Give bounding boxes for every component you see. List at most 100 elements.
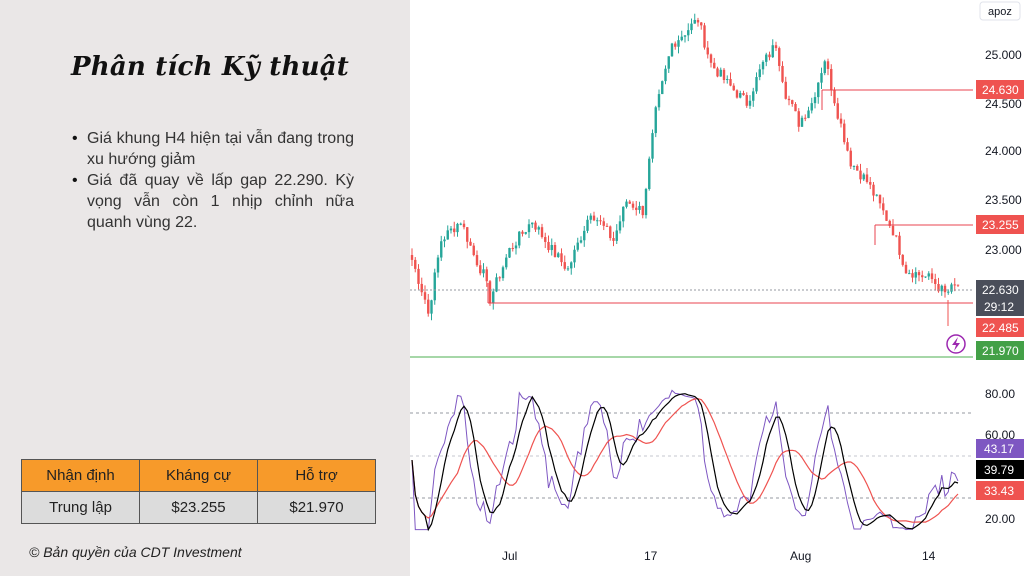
rsi-fast-label-bg <box>976 460 1024 479</box>
candle <box>826 61 830 69</box>
candle <box>778 48 781 66</box>
support-label-bg <box>976 341 1024 360</box>
candle <box>459 223 462 225</box>
candle <box>703 25 706 48</box>
candle <box>716 68 719 77</box>
cell-support: $21.970 <box>257 491 376 524</box>
candle <box>410 255 414 260</box>
candle <box>648 158 651 190</box>
candle <box>602 221 605 226</box>
candle <box>813 97 817 104</box>
candles-group <box>410 13 960 321</box>
candle <box>700 22 703 26</box>
rsi-line <box>411 389 959 531</box>
candle <box>732 85 735 91</box>
time-label: 17 <box>644 549 658 563</box>
candle <box>615 230 618 241</box>
time-label: Jul <box>502 549 517 563</box>
candle <box>794 104 797 112</box>
candle <box>612 238 615 241</box>
candle <box>664 68 667 82</box>
candle <box>726 79 729 81</box>
candle <box>901 254 904 265</box>
candle <box>817 82 820 98</box>
price-tick: 25.000 <box>985 48 1022 62</box>
table-header-row: Nhận định Kháng cự Hỗ trợ <box>21 459 376 492</box>
candle <box>667 56 670 69</box>
candle <box>592 215 596 221</box>
current-price-label-bg <box>976 280 1024 316</box>
candle <box>534 222 537 230</box>
candle <box>735 90 739 98</box>
candle <box>823 61 826 74</box>
candle <box>758 69 761 78</box>
candle <box>436 257 440 273</box>
candle <box>839 118 843 124</box>
candle <box>609 226 612 239</box>
candle <box>742 93 745 96</box>
rsi-fast-label: 39.79 <box>984 463 1014 477</box>
price-chart[interactable]: 25.000 24.500 24.000 23.500 23.000 apoz … <box>410 0 1024 576</box>
candle <box>706 47 709 55</box>
candle <box>875 194 878 196</box>
candle <box>752 91 755 101</box>
candle <box>852 165 856 167</box>
candle <box>683 35 687 37</box>
candle <box>511 247 514 249</box>
candle <box>618 221 622 231</box>
candle <box>430 300 433 314</box>
candle <box>596 220 599 222</box>
scale-label[interactable]: apoz <box>988 6 1012 18</box>
candle <box>865 174 869 182</box>
lightning-icon[interactable] <box>946 334 966 354</box>
rsi-value-label: 43.17 <box>984 442 1014 456</box>
candle <box>427 299 430 314</box>
candle <box>449 228 453 231</box>
candle <box>950 284 953 292</box>
candle <box>654 107 657 134</box>
candle <box>479 265 482 274</box>
candle <box>797 111 800 127</box>
candle <box>514 245 518 249</box>
candle <box>540 227 544 238</box>
candle <box>921 275 924 278</box>
table-row: Trung lập $23.255 $21.970 <box>21 491 376 524</box>
candle <box>687 30 690 36</box>
candle <box>696 19 700 23</box>
candle <box>771 45 774 58</box>
candle <box>849 150 852 167</box>
scale-badge[interactable] <box>979 1 1021 21</box>
candle <box>765 54 768 62</box>
candle <box>560 253 563 263</box>
rsi-pane[interactable] <box>410 362 973 547</box>
candle <box>891 225 895 236</box>
time-label: Aug <box>790 549 811 563</box>
candle <box>475 255 479 266</box>
candle <box>651 133 654 159</box>
chart-svg[interactable]: 25.000 24.500 24.000 23.500 23.000 apoz … <box>410 0 1024 576</box>
candle <box>956 284 960 286</box>
candle <box>940 285 943 292</box>
candle <box>661 81 664 95</box>
bullet-item: Giá đã quay về lấp gap 22.290. Kỳ vọng v… <box>70 170 354 233</box>
candle <box>719 69 722 77</box>
candle <box>469 241 472 246</box>
candle <box>898 235 901 255</box>
candle <box>856 165 859 171</box>
candle <box>768 54 771 58</box>
candle <box>573 249 576 263</box>
candle <box>583 230 586 241</box>
candle <box>908 273 911 275</box>
candle <box>722 69 726 80</box>
price-tick: 23.500 <box>985 193 1022 207</box>
candle <box>537 227 540 230</box>
candle <box>930 273 934 280</box>
support-resistance-table: Nhận định Kháng cự Hỗ trợ Trung lập $23.… <box>21 459 376 524</box>
candle <box>800 117 804 127</box>
bullet-item: Giá khung H4 hiện tại vẫn đang trong xu … <box>70 128 354 170</box>
rsi-slow-ma-line <box>411 398 959 523</box>
header-assessment: Nhận định <box>21 459 140 492</box>
gap-label: 22.485 <box>982 321 1019 335</box>
candle <box>729 79 732 86</box>
candle <box>748 100 752 106</box>
